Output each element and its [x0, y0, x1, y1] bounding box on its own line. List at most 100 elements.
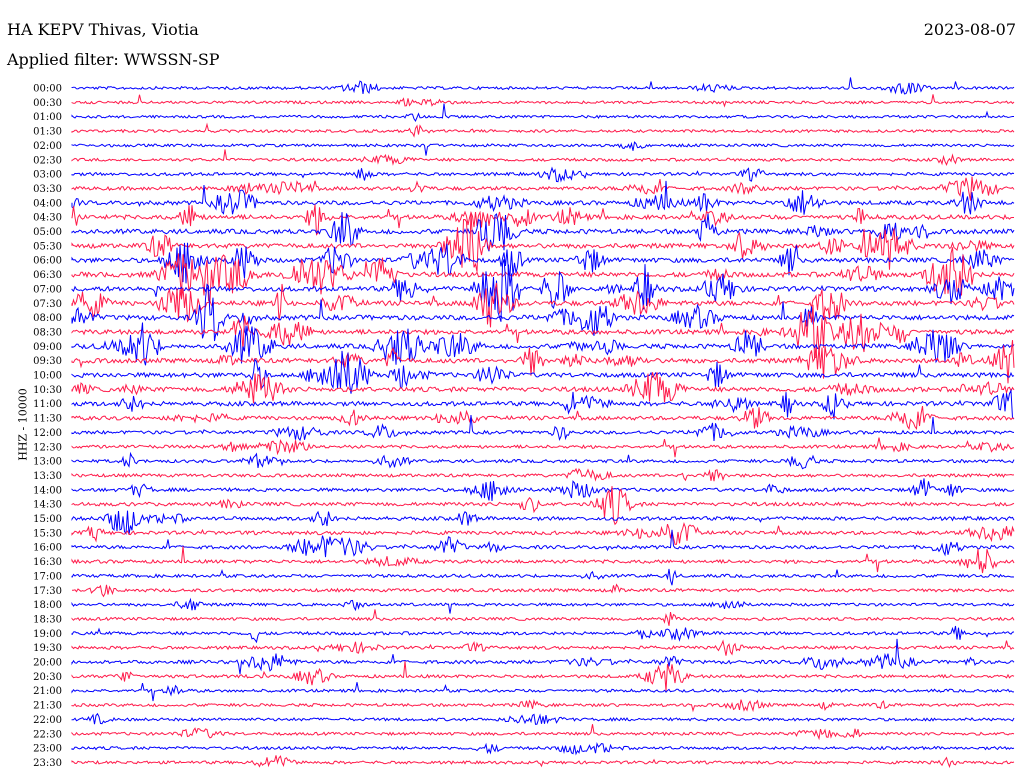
time-tick-label: 14:00: [33, 485, 62, 496]
time-tick-label: 21:00: [33, 686, 62, 697]
trace-line: [71, 247, 1015, 303]
time-tick-label: 12:30: [33, 442, 62, 453]
trace-line: [71, 414, 1015, 442]
time-tick-label: 04:30: [33, 213, 62, 224]
time-tick-label: 01:00: [33, 112, 62, 123]
time-tick-label: 12:00: [33, 428, 62, 439]
trace-line: [71, 282, 1015, 328]
trace-line: [71, 176, 1015, 201]
time-tick-label: 07:00: [33, 284, 62, 295]
trace-line: [71, 340, 1015, 384]
time-tick-label: 11:00: [33, 399, 62, 410]
time-tick-label: 16:00: [33, 543, 62, 554]
trace-line: [71, 510, 1015, 535]
time-tick-label: 16:30: [33, 557, 62, 568]
time-tick-label: 02:00: [33, 141, 62, 152]
time-tick-label: 13:30: [33, 471, 62, 482]
trace-line: [71, 742, 1015, 756]
trace-line: [71, 583, 1015, 598]
time-tick-label: 09:00: [33, 342, 62, 353]
trace-line: [71, 755, 1015, 769]
time-tick-label: 04:00: [33, 198, 62, 209]
trace-line: [71, 682, 1014, 702]
trace-line: [71, 437, 1015, 458]
trace-line: [71, 77, 1015, 95]
time-tick-label: 15:30: [33, 528, 62, 539]
trace-line: [71, 322, 1015, 366]
time-tick-label: 08:30: [33, 327, 62, 338]
trace-line: [71, 467, 1015, 482]
trace-line: [71, 478, 1015, 502]
time-tick-label: 06:30: [33, 270, 62, 281]
trace-line: [71, 406, 1015, 431]
time-tick-label: 05:00: [33, 227, 62, 238]
time-tick-label: 22:00: [33, 715, 62, 726]
trace-line: [71, 372, 1015, 404]
trace-line: [71, 103, 1014, 123]
trace-line: [71, 122, 1015, 138]
trace-line: [71, 242, 1015, 284]
trace-line: [71, 597, 1015, 614]
time-tick-label: 23:30: [33, 758, 62, 769]
time-tick-label: 21:30: [33, 701, 62, 712]
trace-line: [71, 724, 1015, 741]
trace-line: [71, 639, 1015, 656]
trace-line: [71, 698, 1015, 713]
trace-line: [71, 212, 1015, 252]
trace-line: [71, 211, 1015, 272]
time-tick-label: 01:30: [33, 127, 62, 138]
time-tick-label: 02:30: [33, 155, 62, 166]
trace-line: [71, 712, 1015, 725]
time-tick-label: 10:30: [33, 385, 62, 396]
time-tick-label: 11:30: [33, 414, 62, 425]
trace-line: [71, 350, 1015, 394]
time-tick-label: 13:00: [33, 457, 62, 468]
station-title: HA KEPV Thivas, Viotia: [7, 20, 199, 39]
trace-line: [71, 638, 1015, 675]
trace-line: [71, 304, 1015, 359]
filter-label: Applied filter: WWSSN-SP: [7, 50, 220, 69]
trace-line: [71, 180, 1015, 215]
trace-line: [71, 529, 1015, 558]
time-tick-label: 00:00: [33, 84, 62, 95]
time-tick-label: 07:30: [33, 299, 62, 310]
date-label: 2023-08-07: [923, 20, 1016, 39]
time-tick-label: 22:30: [33, 729, 62, 740]
trace-line: [71, 166, 1015, 183]
time-tick-label: 00:30: [33, 98, 62, 109]
trace-line: [71, 546, 1015, 574]
time-tick-label: 15:00: [33, 514, 62, 525]
time-tick-label: 06:00: [33, 256, 62, 267]
trace-line: [71, 568, 1015, 586]
trace-line: [71, 486, 1015, 526]
time-tick-label: 18:00: [33, 600, 62, 611]
trace-line: [71, 522, 1015, 545]
trace-line: [71, 661, 1015, 691]
time-tick-label: 17:00: [33, 571, 62, 582]
trace-line: [71, 388, 1015, 420]
time-tick-label: 18:30: [33, 614, 62, 625]
time-tick-label: 03:30: [33, 184, 62, 195]
trace-line: [71, 609, 1015, 626]
tick-group: 00:00 00:30 01:00 01:30 02:00 02:30 03:00 03:30…: [33, 84, 62, 769]
trace-line: [71, 259, 1015, 322]
trace-line: [71, 625, 1015, 644]
time-tick-label: 14:30: [33, 500, 62, 511]
trace-line: [71, 451, 1015, 470]
time-tick-label: 20:00: [33, 658, 62, 669]
time-tick-label: 05:30: [33, 241, 62, 252]
trace-group: [71, 77, 1015, 769]
trace-line: [71, 149, 1015, 166]
time-tick-label: 03:00: [33, 170, 62, 181]
trace-line: [71, 141, 1015, 156]
time-tick-label: 10:00: [33, 371, 62, 382]
time-tick-label: 23:00: [33, 744, 62, 755]
time-tick-label: 08:00: [33, 313, 62, 324]
time-tick-label: 09:30: [33, 356, 62, 367]
trace-line: [71, 94, 1015, 108]
time-tick-label: 19:00: [33, 629, 62, 640]
time-tick-label: 17:30: [33, 586, 62, 597]
trace-line: [71, 283, 1015, 342]
time-tick-label: 19:30: [33, 643, 62, 654]
